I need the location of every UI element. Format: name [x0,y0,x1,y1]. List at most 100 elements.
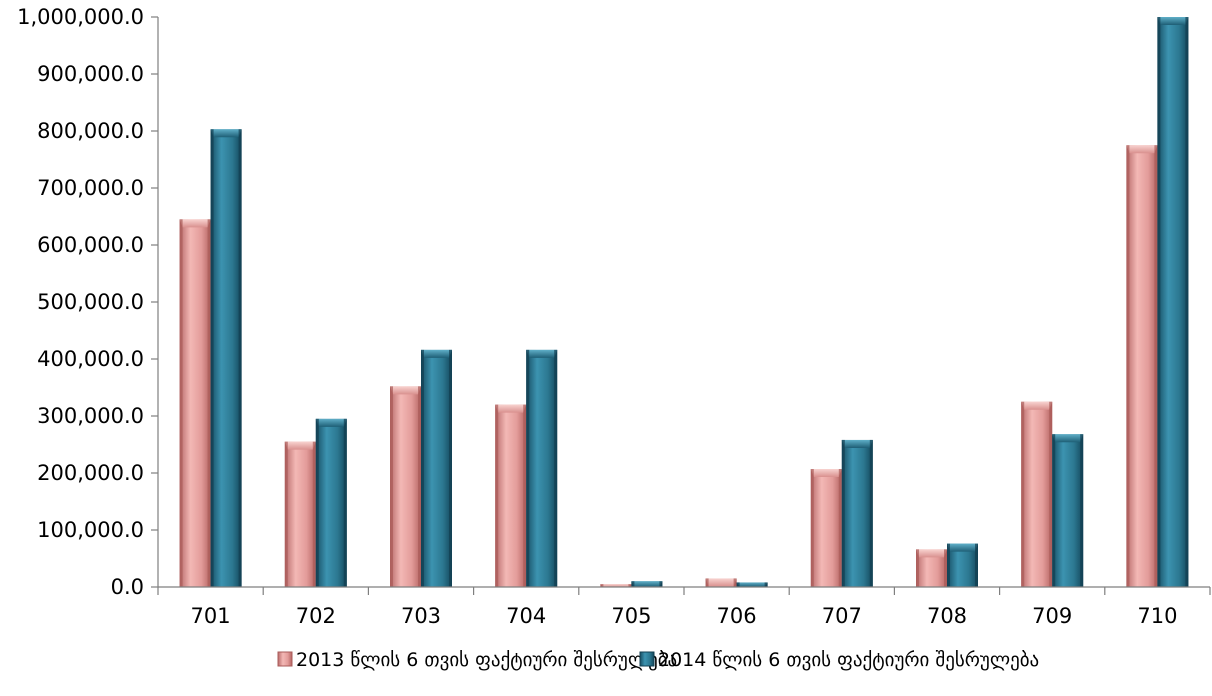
bar-top-face [390,386,421,394]
x-tick-label: 702 [296,604,336,628]
bar-edge [1052,434,1055,587]
y-tick-label: 0.0 [111,575,144,599]
y-tick-label: 600,000.0 [37,233,144,257]
bar [1126,145,1157,587]
bar-edge [239,129,242,587]
bar-edge [765,582,768,587]
bar [316,419,347,587]
bar-edge [421,350,424,587]
bar-edge [1049,402,1052,587]
bar-body [211,129,242,587]
bar [180,219,211,587]
bar-body [390,386,421,587]
bar-edge [313,442,316,587]
y-tick-label: 700,000.0 [37,176,144,200]
legend-swatch [640,652,654,666]
bar-body [180,219,211,587]
bar-top-face [180,219,211,227]
y-tick-label: 1,000,000.0 [17,5,144,29]
bar [211,129,242,587]
bar-edge [811,469,814,587]
bar [495,405,526,587]
bar-edge [449,350,452,587]
bar [1157,17,1188,587]
bar-body [1157,17,1188,587]
bar-edge [1157,17,1160,587]
bar-edge [285,442,288,587]
bar-top-face [706,578,737,586]
y-tick-label: 400,000.0 [37,347,144,371]
bar-edge [180,219,183,587]
bar [526,350,557,587]
bar-edge [631,581,634,587]
bar-edge [870,440,873,587]
bar-top-face [526,350,557,358]
legend-item: 2013 წლის 6 თვის ფაქტიური შესრულება [278,649,677,671]
legend: 2013 წლის 6 თვის ფაქტიური შესრულება2014 … [278,649,1039,671]
bar-edge [1080,434,1083,587]
bar-top-face [421,350,452,358]
bar-edge [1185,17,1188,587]
bar-top-face [285,442,316,450]
bar-edge [975,544,978,587]
bar-top-face [1126,145,1157,153]
bar-edge [554,350,557,587]
bar-edge [344,419,347,587]
bar-top-face [316,419,347,427]
bar-top-face [737,582,768,587]
bar-edge [916,549,919,587]
bar [947,544,978,587]
legend-label: 2013 წლის 6 თვის ფაქტიური შესრულება [296,649,677,671]
bar-edge [734,578,737,587]
bar-top-face [842,440,873,448]
bar-body [421,350,452,587]
x-tick-label: 708 [927,604,967,628]
bar-edge [526,350,529,587]
x-tick-label: 701 [191,604,231,628]
bar-edge [316,419,319,587]
bar-edge [208,219,211,587]
bar-top-face [1052,434,1083,442]
bar-body [316,419,347,587]
bar-top-face [1021,402,1052,410]
bar-edge [944,549,947,587]
bar-top-face [947,544,978,552]
bar-edge [737,582,740,587]
bar-body [285,442,316,587]
x-tick-label: 707 [822,604,862,628]
legend-label: 2014 წლის 6 თვის ფაქტიური შესრულება [658,649,1039,671]
bar-top-face [916,549,947,557]
bar-edge [523,405,526,587]
bar-body [811,469,842,587]
x-tick-label: 703 [401,604,441,628]
bar [421,350,452,587]
bar-edge [390,386,393,587]
bar-body [495,405,526,587]
bar-edge [418,386,421,587]
y-tick-label: 100,000.0 [37,518,144,542]
bar-edge [1154,145,1157,587]
bar-top-face [1157,17,1188,25]
bar [390,386,421,587]
bar-top-face [211,129,242,137]
bar-edge [211,129,214,587]
bar-top-face [811,469,842,477]
bar [1021,402,1052,587]
bar-body [842,440,873,587]
bar-top-face [631,581,662,587]
bar [706,578,737,587]
x-tick-label: 710 [1137,604,1177,628]
bar-edge [947,544,950,587]
legend-item: 2014 წლის 6 თვის ფაქტიური შესრულება [640,649,1039,671]
x-tick-label: 704 [506,604,546,628]
bar [842,440,873,587]
bar-body [526,350,557,587]
y-tick-label: 200,000.0 [37,461,144,485]
bar-edge [1021,402,1024,587]
bar-edge [842,440,845,587]
legend-swatch [278,652,292,666]
bar [1052,434,1083,587]
bar-edge [659,581,662,587]
